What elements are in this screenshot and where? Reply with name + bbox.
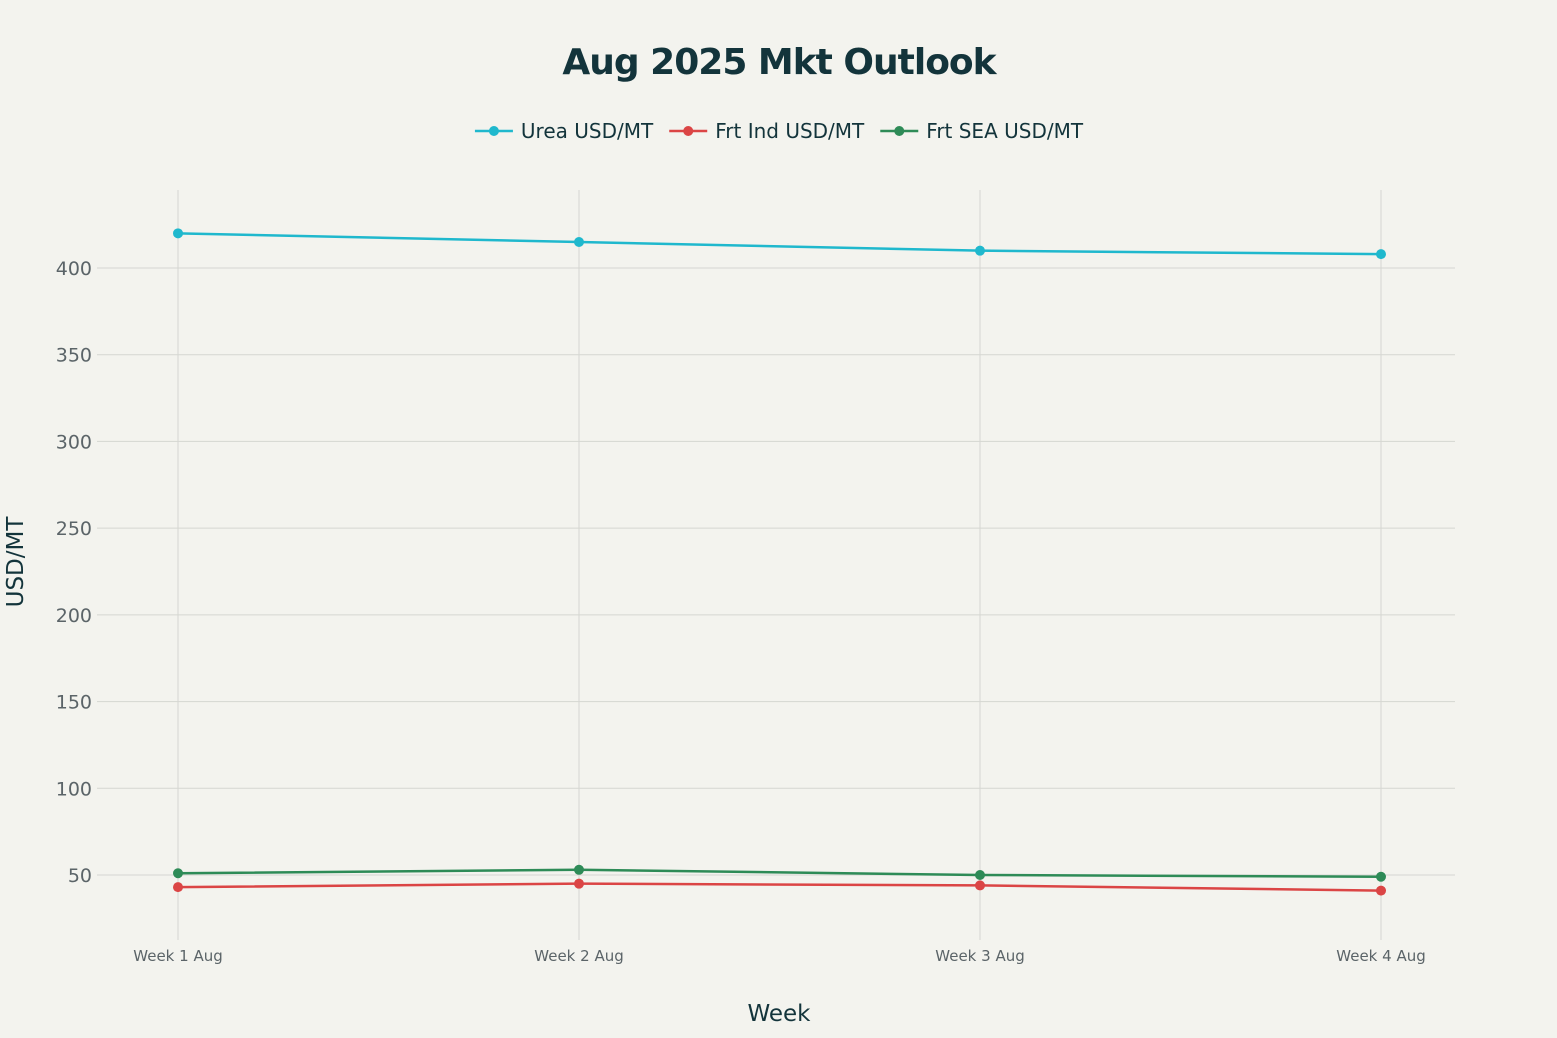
x-tick-label: Week 3 Aug [935,947,1024,965]
legend-swatch-marker [488,126,499,136]
y-tick-label: 350 [56,345,92,367]
y-tick-label: 250 [56,518,92,540]
x-axis-ticks: Week 1 Aug Week 2 Aug Week 3 Aug Week 4 Aug [133,947,1425,965]
data-point[interactable] [173,882,183,893]
series-2 [173,878,1386,896]
chart-title: Aug 2025 Mkt Outlook [562,42,997,83]
x-axis-title: Week [747,1001,811,1027]
data-point[interactable] [975,880,985,891]
data-point[interactable] [574,864,584,875]
y-tick-label: 400 [56,258,92,280]
x-tick-label: Week 4 Aug [1336,947,1425,965]
series-line [177,868,1382,878]
legend[interactable]: Urea USD/MT Frt Ind USD/MT Frt SEA USD/MT [474,119,1084,143]
series-3 [173,864,1386,882]
y-tick-label: 50 [68,865,92,887]
y-tick-label: 200 [56,605,92,627]
legend-swatch-marker [683,126,694,136]
series-layer [173,228,1386,896]
y-axis-ticks: 50 100 150 200 250 300 350 400 [56,258,92,887]
series-1 [173,228,1386,260]
legend-label: Frt Ind USD/MT [715,119,865,143]
series-line [177,232,1382,256]
data-point[interactable] [975,870,985,880]
legend-label: Urea USD/MT [521,119,654,143]
data-point[interactable] [1376,871,1386,882]
grid [97,190,1455,940]
series-line [177,882,1382,892]
data-point[interactable] [1376,885,1386,896]
data-point[interactable] [173,228,183,239]
y-axis-title: USD/MT [3,516,29,608]
data-point[interactable] [574,878,584,889]
legend-label: Frt SEA USD/MT [926,119,1084,143]
x-tick-label: Week 2 Aug [534,947,623,965]
x-tick-label: Week 1 Aug [133,947,222,965]
legend-item-2[interactable]: Frt Ind USD/MT [669,119,865,143]
legend-swatch-marker [894,126,905,136]
y-tick-label: 300 [56,431,92,453]
y-tick-label: 150 [56,692,92,714]
data-point[interactable] [574,236,584,247]
data-point[interactable] [975,245,985,256]
legend-item-3[interactable]: Frt SEA USD/MT [880,119,1084,143]
y-tick-label: 100 [56,778,92,800]
legend-item-1[interactable]: Urea USD/MT [474,119,654,143]
data-point[interactable] [173,868,183,879]
data-point[interactable] [1376,249,1386,260]
